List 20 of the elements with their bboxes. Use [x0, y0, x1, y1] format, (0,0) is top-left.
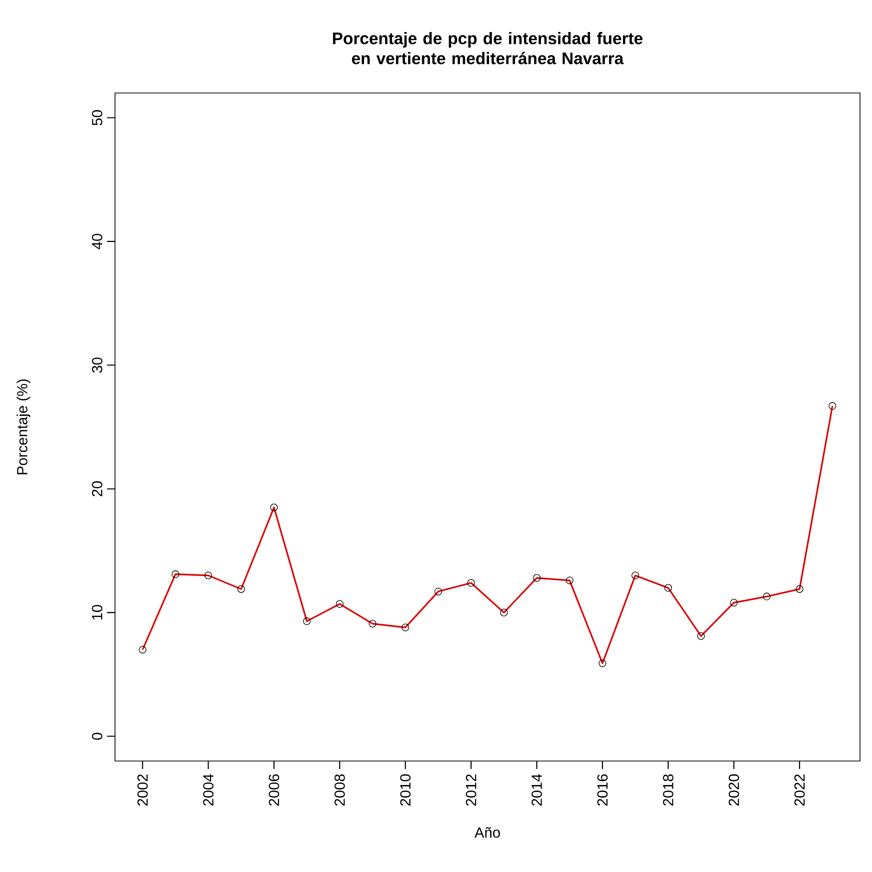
chart-title: Porcentaje de pcp de intensidad fuerte en vertiente mediterránea Navarra [333, 32, 643, 64]
x-tick-label: 2018 [662, 774, 674, 806]
x-tick-label: 2008 [334, 774, 345, 806]
x-tick-label: 2016 [597, 774, 608, 806]
x-tick-label: 2006 [268, 774, 280, 806]
y-tick-label: 10 [92, 604, 102, 620]
x-tick-label: 2004 [203, 774, 214, 806]
y-tick-label: 20 [92, 481, 102, 496]
x-axis-title: Año [474, 827, 500, 838]
x-tick-label: 2020 [728, 774, 740, 806]
y-tick-label: 30 [92, 358, 102, 373]
x-tick-label: 2014 [532, 774, 542, 806]
x-tick-label: 2002 [137, 774, 148, 806]
x-tick-label: 2012 [466, 774, 476, 806]
y-tick-label: 0 [92, 732, 102, 740]
y-tick-label: 40 [92, 234, 102, 250]
x-tick-label: 2010 [400, 774, 411, 806]
x-tick-label: 2022 [794, 774, 805, 806]
y-tick-label: 50 [92, 110, 102, 126]
y-axis-title: Porcentaje (%) [16, 379, 30, 474]
